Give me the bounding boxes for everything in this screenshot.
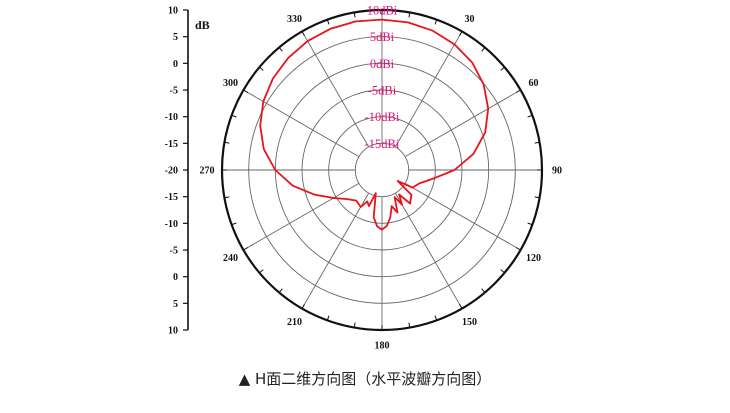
y-axis-label: dB <box>195 18 210 32</box>
angle-label: 120 <box>526 253 541 264</box>
pattern-trace <box>259 18 490 231</box>
left-axis: 10 5 0 -5 -10 -15 -20 -15 -10 -5 0 5 10 <box>165 6 189 337</box>
angle-tick-mark <box>278 288 283 293</box>
angle-tick-mark <box>527 114 533 118</box>
grid-spoke <box>243 182 360 251</box>
angle-tick-mark <box>224 196 230 199</box>
left-axis-tick-label: 5 <box>173 299 178 310</box>
angle-tick-mark <box>259 66 264 71</box>
angle-label: 150 <box>462 317 477 328</box>
angle-label: 60 <box>529 78 539 89</box>
angle-tick-mark <box>527 222 533 226</box>
unit-label: dB <box>195 18 210 32</box>
angle-tick-mark <box>481 47 486 52</box>
angle-label: 240 <box>223 253 238 264</box>
angle-tick-mark <box>243 89 249 93</box>
angle-label: 210 <box>287 317 302 328</box>
angle-tick-mark <box>534 141 540 144</box>
left-axis-tick-label: 10 <box>168 6 178 17</box>
angle-tick-mark <box>301 303 305 309</box>
angle-tick-mark <box>408 322 411 328</box>
figure-caption: ▲ H面二维方向图（水平波瓣方向图） <box>238 370 492 388</box>
grid-ring <box>354 142 410 198</box>
angle-tick-mark <box>459 31 463 37</box>
angle-labels: 30 60 90 120 150 180 210 240 270 300 330 <box>200 14 563 352</box>
angle-tick-mark <box>224 141 230 144</box>
angle-tick-mark <box>326 19 330 25</box>
pattern-line <box>259 18 490 231</box>
ring-labels: -15dBi -10dBi -5dBi 0dBi 5dBi 10dBi <box>365 4 400 151</box>
angle-label: 300 <box>223 78 238 89</box>
left-axis-tick-label: -15 <box>165 139 178 150</box>
left-axis-tick-label: -5 <box>170 86 178 97</box>
grid-spoke <box>301 31 370 148</box>
grid-spoke <box>301 192 370 309</box>
angle-tick-mark <box>278 47 283 52</box>
angle-tick-mark <box>326 315 330 321</box>
angle-tick-mark <box>353 12 356 18</box>
angle-tick-mark <box>459 303 463 309</box>
ring-label: -15dBi <box>365 137 400 151</box>
polar-chart: 10 5 0 -5 -10 -15 -20 -15 -10 -5 0 5 10 dB 30 60 90 120… <box>165 4 563 352</box>
ring-label: -5dBi <box>368 84 397 98</box>
angle-tick-mark <box>500 269 505 274</box>
angle-tick-mark <box>231 222 237 226</box>
angle-tick-mark <box>434 19 438 25</box>
grid-spoke <box>404 182 521 251</box>
angle-tick-mark <box>243 247 249 251</box>
grid-spoke <box>394 192 463 309</box>
angle-tick-mark <box>301 31 305 37</box>
left-axis-tick-label: -10 <box>165 219 178 230</box>
angle-label: 330 <box>287 14 302 25</box>
left-axis-tick-label: -10 <box>165 112 178 123</box>
angle-tick-mark <box>515 247 521 251</box>
left-axis-tick-label: -5 <box>170 246 178 257</box>
angle-tick-mark <box>231 114 237 118</box>
angle-label: 30 <box>465 14 475 25</box>
angle-tick-mark <box>353 322 356 328</box>
left-axis-tick-label: 0 <box>173 59 178 70</box>
left-axis-tick-label: 5 <box>173 32 178 43</box>
angle-tick-mark <box>515 89 521 93</box>
angle-tick-mark <box>534 196 540 199</box>
angle-tick-mark <box>259 269 264 274</box>
grid-spoke <box>394 31 463 148</box>
polar-grid <box>220 8 544 332</box>
angle-tick-mark <box>408 12 411 18</box>
angle-tick-mark <box>481 288 486 293</box>
ring-label: 5dBi <box>370 30 395 44</box>
angle-label: 90 <box>552 166 562 177</box>
grid-spoke <box>404 89 521 158</box>
ring-label: -10dBi <box>365 110 400 124</box>
left-axis-tick-label: 0 <box>173 272 178 283</box>
left-axis-tick-label: -20 <box>165 166 178 177</box>
angle-tick-mark <box>500 66 505 71</box>
angle-tick-mark <box>434 315 438 321</box>
ring-label: 0dBi <box>370 57 395 71</box>
left-axis-tick-label: -15 <box>165 192 178 203</box>
left-axis-tick-label: 10 <box>168 326 178 337</box>
angle-label: 180 <box>375 341 390 352</box>
angle-label: 270 <box>200 166 215 177</box>
ring-label: 10dBi <box>367 4 398 18</box>
